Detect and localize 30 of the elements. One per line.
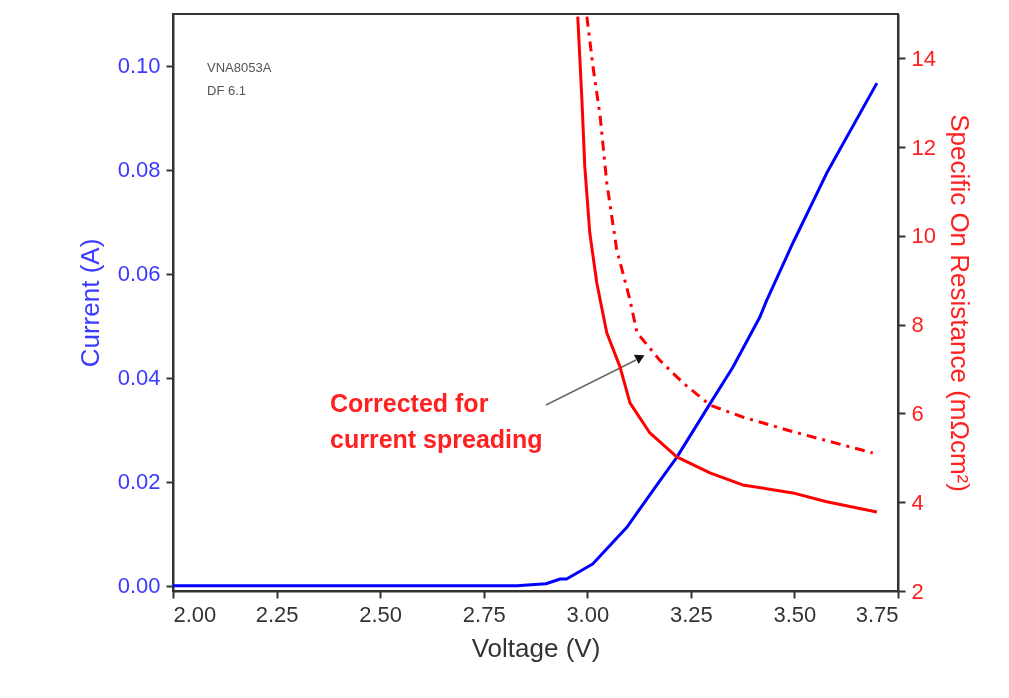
- line-series: [585, 15, 875, 455]
- line-series: [576, 15, 879, 514]
- x-tick-label: 2.25: [255, 601, 299, 627]
- y-axis-title: Current (A): [74, 238, 105, 368]
- y-tick-label: 0.02: [117, 469, 161, 495]
- x-tick-label: 3.50: [773, 601, 817, 627]
- y2-axis-title: Specific On Resistance (mΩcm²): [944, 114, 975, 492]
- y2-tick-label: 4: [911, 489, 924, 515]
- annotation: VNA8053A: [207, 60, 272, 75]
- y2-tick-label: 8: [911, 312, 924, 338]
- x-tick-label: 2.00: [173, 601, 217, 627]
- y2-tick-label: 2: [911, 578, 924, 604]
- x-tick-label: 3.00: [566, 601, 610, 627]
- y-tick-label: 0.08: [117, 157, 161, 183]
- y2-tick-label: 6: [911, 400, 924, 426]
- y2-tick-label: 10: [911, 223, 936, 249]
- y-tick-label: 0.06: [117, 261, 161, 287]
- x-axis-title: Voltage (V): [471, 632, 601, 663]
- x-tick-label: 2.75: [462, 601, 506, 627]
- x-tick-label: 3.25: [669, 601, 713, 627]
- annotation: Corrected for current spreading: [330, 389, 543, 453]
- x-tick-label: 2.50: [359, 601, 403, 627]
- y-tick-label: 0.10: [117, 53, 161, 79]
- y-tick-label: 0.04: [117, 365, 161, 391]
- y2-tick-label: 12: [911, 134, 936, 160]
- x-tick-label: 3.75: [855, 601, 899, 627]
- y-tick-label: 0.00: [117, 573, 161, 599]
- line-series: [171, 81, 879, 588]
- annotation: DF 6.1: [207, 83, 247, 98]
- y2-tick-label: 14: [911, 45, 936, 71]
